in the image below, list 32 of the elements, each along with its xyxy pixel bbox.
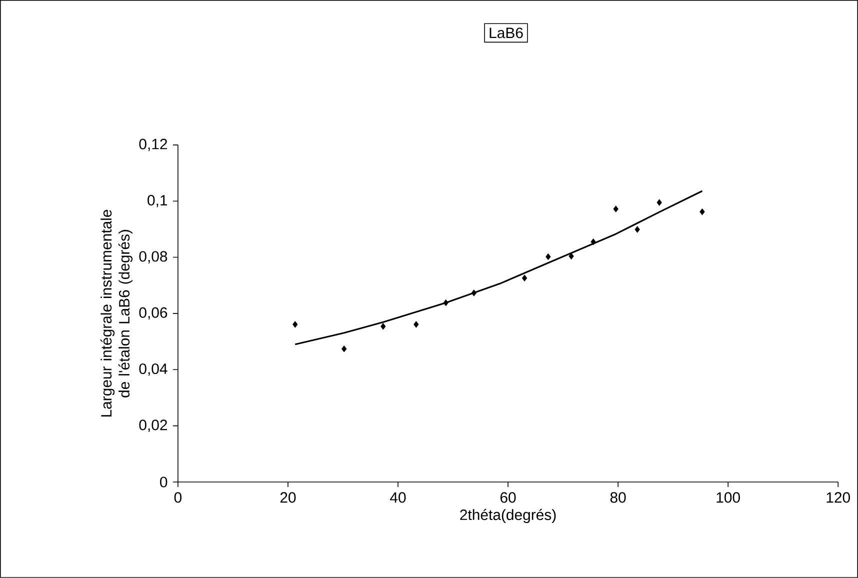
y-tick-label: 0,1 [148,194,168,208]
y-tick-label: 0,02 [139,420,168,432]
chart-title: LaB6 [490,28,523,38]
point [414,321,419,328]
point [700,208,705,216]
y-tick-label: 0,12 [139,138,168,152]
y-tick-label: 0 [160,476,168,488]
point [590,238,596,246]
point [522,274,528,282]
y-tick-label: 0,08 [139,251,168,264]
line-series [294,190,704,346]
x-tick-label: 60 [500,492,516,503]
y-axis-title: Largeur intégrale instrumentale de l'étalon LaB6 (degrés) [100,210,133,417]
x-tick-label: 120 [826,492,850,503]
x-axis-title: 2théta(degrés) [460,508,556,524]
y-tick-label: 0,04 [139,363,168,376]
point [634,226,640,233]
point [443,299,448,306]
point [380,323,386,330]
point [568,252,574,260]
x-tick-label: 40 [390,492,406,503]
point [613,206,618,212]
point [292,321,298,328]
x-tick-label: 80 [610,492,626,503]
x-tick-label: 100 [716,492,740,503]
x-tick-label: 0 [174,492,182,503]
point [546,253,551,260]
point [342,345,347,352]
x-tick-label: 20 [280,492,296,503]
y-tick-label: 0,06 [139,307,168,320]
point [471,290,477,296]
point [656,199,662,206]
